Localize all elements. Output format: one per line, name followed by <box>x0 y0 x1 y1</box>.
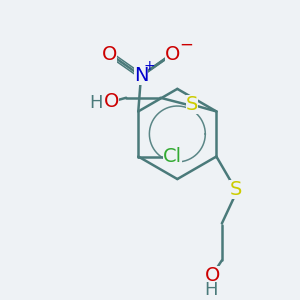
Text: H: H <box>89 94 103 112</box>
Text: O: O <box>103 92 119 111</box>
Text: S: S <box>229 180 242 199</box>
Text: O: O <box>205 266 220 285</box>
Text: S: S <box>186 95 198 114</box>
Text: −: − <box>179 35 193 53</box>
Text: +: + <box>143 59 155 73</box>
Text: H: H <box>204 281 218 299</box>
Text: O: O <box>102 44 117 64</box>
Text: N: N <box>134 66 148 85</box>
Text: O: O <box>165 44 180 64</box>
Text: Cl: Cl <box>163 147 182 166</box>
